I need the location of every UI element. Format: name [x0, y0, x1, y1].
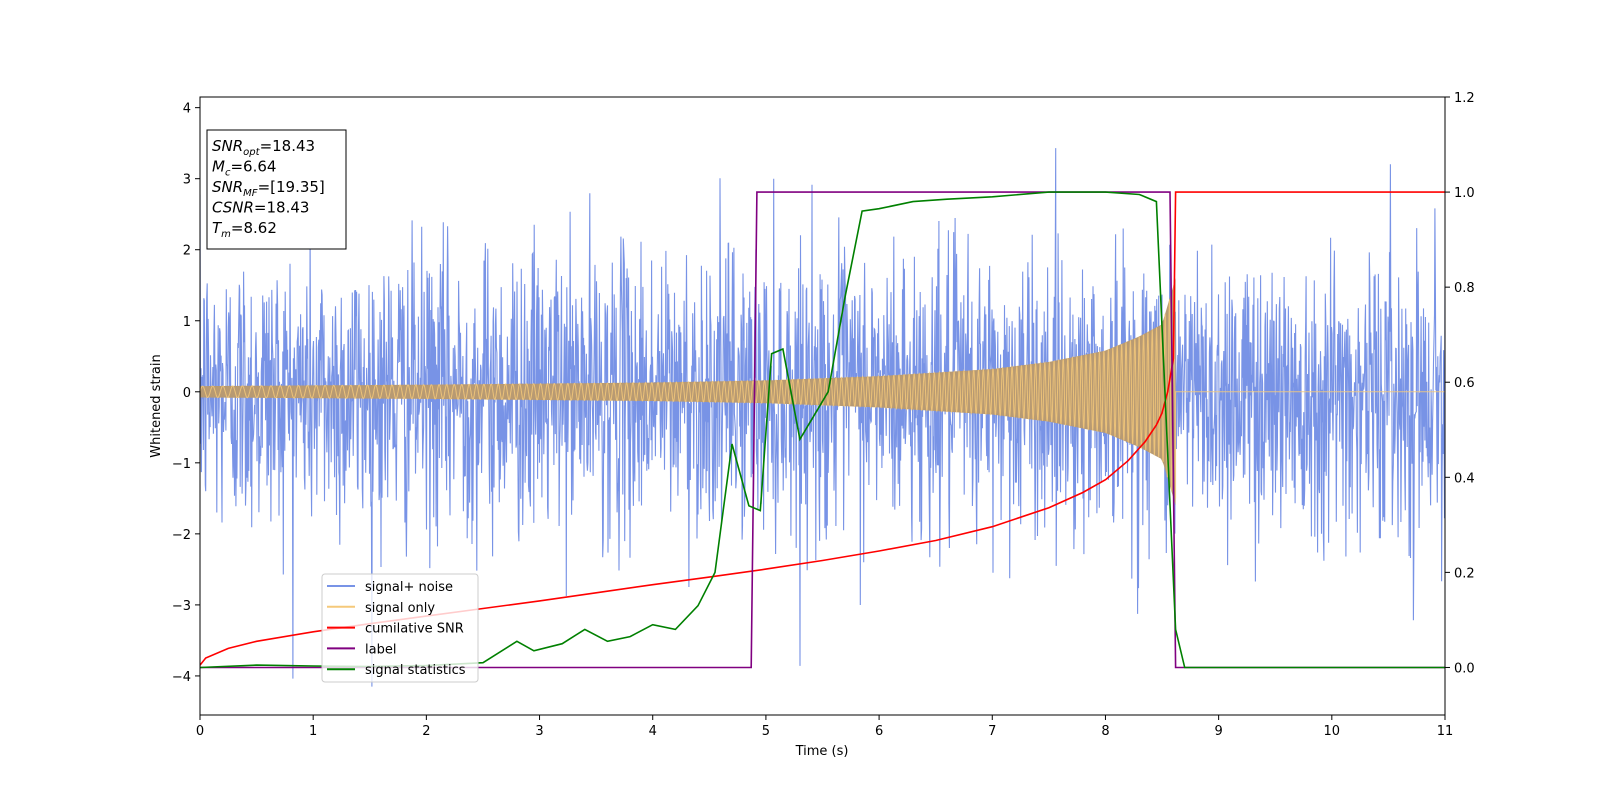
info-box-line: Tm=8.62: [212, 219, 277, 240]
x-tick-label: 8: [1101, 724, 1109, 739]
y-tick-label: 0: [183, 386, 191, 401]
series-band-signal-only: [200, 278, 1176, 506]
legend-label-cumilative-snr: cumilative SNR: [365, 622, 464, 637]
info-box: SNRopt=18.43Mc=6.64SNRMF=[19.35]CSNR=18.…: [206, 129, 347, 250]
x-tick-label: 5: [762, 724, 770, 739]
legend-label-signal-noise: signal+ noise: [365, 580, 453, 595]
legend-label-signal-statistics: signal statistics: [365, 663, 466, 678]
y-tick-label: −3: [172, 599, 191, 614]
x-tick-label: 7: [988, 724, 996, 739]
x-tick-label: 1: [309, 724, 317, 739]
y-tick-label: 3: [183, 173, 191, 188]
plot-frame: [199, 96, 1446, 716]
y-tick-label: −1: [172, 457, 191, 472]
x-tick-label: 10: [1324, 724, 1341, 739]
series-line-signal-statistics: [200, 191, 1445, 669]
x-tick-label: 6: [875, 724, 883, 739]
info-box-line: SNRopt=18.43: [212, 137, 315, 158]
y2-tick-label: 1.0: [1454, 186, 1475, 201]
x-tick-label: 2: [422, 724, 430, 739]
y2-tick-label: 0.0: [1454, 661, 1475, 676]
y-tick-label: 1: [183, 315, 191, 330]
x-tick-label: 9: [1214, 724, 1222, 739]
y-tick-label: 2: [183, 244, 191, 259]
legend-frame: [321, 573, 479, 683]
x-tick-label: 11: [1437, 724, 1454, 739]
y2-tick-label: 1.2: [1454, 91, 1475, 106]
info-box-frame: [206, 129, 347, 250]
x-tick-label: 3: [535, 724, 543, 739]
y-tick-label: −4: [172, 670, 191, 685]
y-axis-label: Whitened strain: [149, 354, 164, 457]
info-box-line: Mc=6.64: [212, 158, 276, 179]
y2-tick-label: 0.4: [1454, 471, 1475, 486]
x-axis-label: Time (s): [795, 744, 849, 759]
y-tick-label: 4: [183, 102, 191, 117]
y2-tick-label: 0.2: [1454, 566, 1475, 581]
y2-tick-label: 0.8: [1454, 281, 1475, 296]
legend-label-label: label: [365, 642, 396, 657]
info-box-line: SNRMF=[19.35]: [212, 178, 325, 199]
x-tick-label: 0: [196, 724, 204, 739]
series-line-signal-only: [200, 285, 1445, 499]
legend: signal+ noise signal only cumilative SNR la…: [321, 573, 479, 683]
y2-tick-label: 0.6: [1454, 376, 1475, 391]
y-tick-label: −2: [172, 528, 191, 543]
x-tick-label: 4: [649, 724, 657, 739]
series-line-signal-noise: [200, 148, 1445, 687]
legend-label-signal-only: signal only: [365, 601, 435, 616]
info-box-line: CSNR=18.43: [212, 199, 309, 217]
